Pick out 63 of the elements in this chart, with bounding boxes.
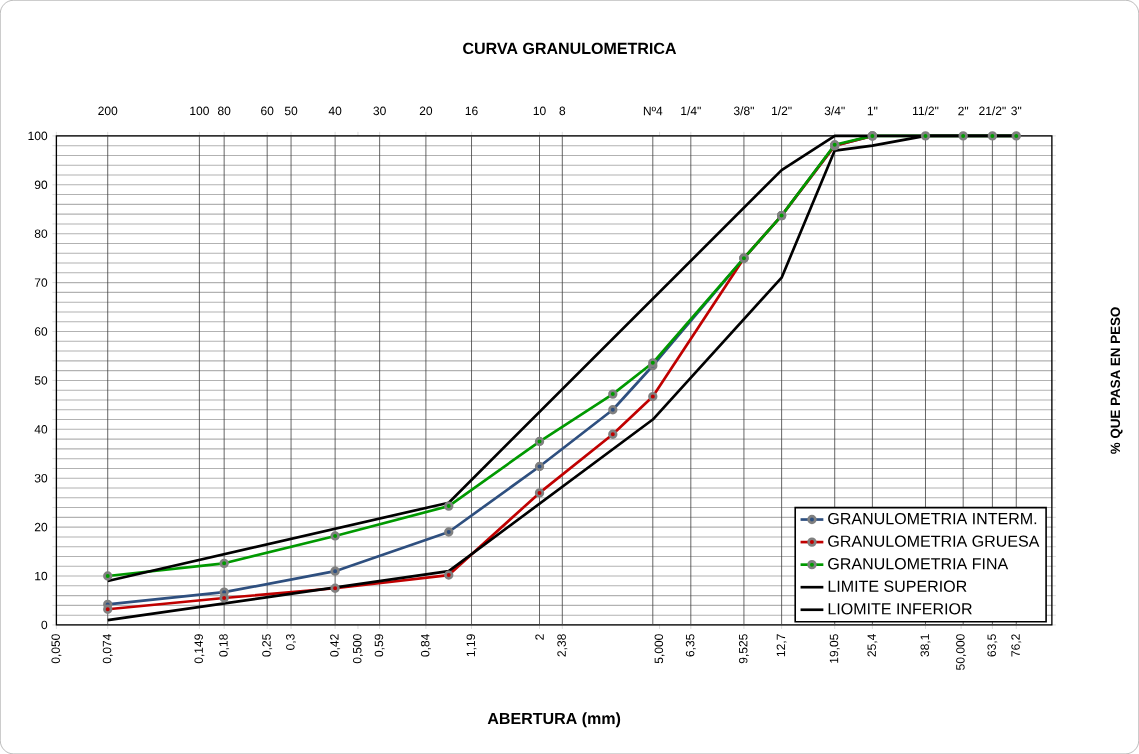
x-tick-label: 38,1 <box>920 634 931 657</box>
text: 30 <box>373 106 386 116</box>
x-tick-label: 0,3 <box>286 634 297 650</box>
text: 21/2" <box>979 106 1006 116</box>
legend-label: LIMITE SUPERIOR <box>828 580 967 592</box>
text: 3" <box>1011 106 1022 116</box>
x-tick-label: 25,4 <box>867 633 878 657</box>
x-tick-label: 0,84 <box>420 633 431 657</box>
x-axis-title: ABERTURA (mm) <box>487 712 621 728</box>
text: Nº4 <box>643 106 663 116</box>
text: 16 <box>465 106 478 116</box>
x-tick-label: 0,074 <box>102 633 113 664</box>
x-tick-label: 5,000 <box>654 634 665 664</box>
text: 1/2" <box>772 106 792 116</box>
text: 3/4" <box>824 106 845 116</box>
text: 3/8" <box>733 106 754 116</box>
x-tick-label: 1,19 <box>466 634 477 657</box>
text: 8 <box>559 106 566 116</box>
x-tick-label: 19,05 <box>829 634 840 663</box>
y-tick-label: 70 <box>34 278 48 287</box>
text: 20 <box>419 106 433 116</box>
text: 80 <box>217 106 231 116</box>
text: 50 <box>284 106 298 116</box>
x-tick-label: 2,38 <box>557 634 568 657</box>
text: 200 <box>98 106 118 116</box>
legend-label: GRANULOMETRIA INTERM. <box>828 512 1037 525</box>
y-tick-label: 30 <box>34 473 48 483</box>
text: 1" <box>867 106 878 116</box>
legend-label: GRANULOMETRIA FINA <box>828 557 1009 570</box>
x-tick-label: 76,2 <box>1011 634 1022 657</box>
y-tick-label: 50 <box>34 376 48 385</box>
x-tick-label: 63,5 <box>987 634 998 657</box>
y-tick-label: 90 <box>34 180 48 189</box>
y-tick-label: 0 <box>41 620 48 630</box>
x-tick-label: 0,050 <box>51 634 62 664</box>
text: 11/2" <box>913 106 939 116</box>
text: 100 <box>190 106 209 116</box>
y-tick-label: 20 <box>34 522 48 532</box>
x-tick-label: 9,525 <box>738 634 749 664</box>
y-tick-label: 60 <box>34 327 48 336</box>
y-tick-label: 40 <box>34 424 48 434</box>
x-tick-label: 12,7 <box>776 634 787 657</box>
chart-title: CURVA GRANULOMETRICA <box>463 42 677 54</box>
x-tick-label: 0,25 <box>262 634 273 657</box>
text: 60 <box>261 106 274 116</box>
y-tick-label: 10 <box>35 571 48 581</box>
x-tick-label: 0,42 <box>330 634 341 657</box>
y-tick-label: 100 <box>28 131 48 141</box>
legend-label: GRANULOMETRIA GRUESA <box>828 535 1040 547</box>
y-axis-title: % QUE PASA EN PESO <box>1110 307 1123 454</box>
text: 10 <box>533 106 546 116</box>
x-tick-label: 6,35 <box>685 634 696 657</box>
x-tick-label: 0,149 <box>194 634 205 664</box>
x-tick-label: 0,59 <box>374 634 385 657</box>
x-tick-label: 2 <box>535 634 544 640</box>
x-tick-label: 50,000 <box>956 634 967 670</box>
text: 1/4" <box>681 106 701 116</box>
text: 40 <box>328 106 342 116</box>
y-tick-label: 80 <box>34 229 48 238</box>
x-tick-label: 0,18 <box>219 634 230 657</box>
text: 2" <box>958 106 969 116</box>
x-tick-label: 0,500 <box>352 634 363 664</box>
legend-label: LIOMITE INFERIOR <box>828 603 972 615</box>
